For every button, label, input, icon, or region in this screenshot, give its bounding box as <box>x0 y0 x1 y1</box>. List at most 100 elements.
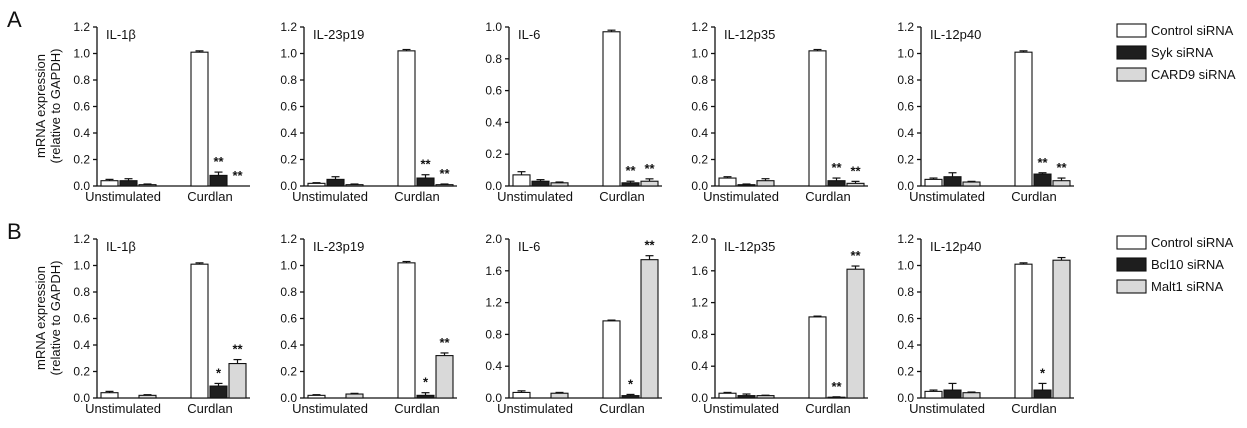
bar-card9-sirna <box>550 182 569 187</box>
y-tick-label: 1.2 <box>897 232 914 246</box>
significance-label: ** <box>439 166 450 181</box>
bar-control-sirna <box>397 50 416 187</box>
y-tick-label: 0.8 <box>691 327 708 341</box>
y-tick-label: 0.0 <box>280 179 297 193</box>
significance-label: ** <box>439 335 450 350</box>
bar-card9-sirna <box>756 180 775 187</box>
bar-control-sirna <box>307 394 326 399</box>
chart-title: IL-12p35 <box>724 27 775 42</box>
category-label: Unstimulated <box>497 189 573 204</box>
significance-label: ** <box>644 238 655 253</box>
y-tick-label: 0.0 <box>280 391 297 405</box>
y-axis-title: mRNA expression(relative to GAPDH) <box>33 261 63 376</box>
bar-malt1-sirna <box>1052 259 1071 399</box>
y-tick-label: 0.8 <box>897 73 914 87</box>
y-tick-label: 1.2 <box>73 20 90 34</box>
legend-label: Bcl10 siRNA <box>1151 257 1224 272</box>
category-label: Unstimulated <box>909 189 985 204</box>
legend-label: CARD9 siRNA <box>1151 67 1236 82</box>
bar-bcl10-sirna <box>416 394 435 399</box>
bar-bcl10-sirna <box>737 395 756 399</box>
category-label: Curdlan <box>1011 401 1057 416</box>
chart-title: IL-1β <box>106 27 136 42</box>
y-tick-label: 0.8 <box>485 327 502 341</box>
chart-title: IL-6 <box>518 27 540 42</box>
significance-label: ** <box>644 161 655 176</box>
y-tick-label: 1.0 <box>280 47 297 61</box>
bar-control-sirna <box>1014 263 1033 399</box>
legend-swatch <box>1116 235 1147 250</box>
bar-control-sirna <box>100 392 119 399</box>
y-tick-label: 0.8 <box>691 73 708 87</box>
significance-label: ** <box>213 154 224 169</box>
significance-label: * <box>1040 365 1046 380</box>
significance-label: ** <box>831 160 842 175</box>
bar-malt1-sirna <box>640 259 659 399</box>
legend-b: Control siRNA Bcl10 siRNA Malt1 siRNA <box>1116 235 1234 294</box>
y-tick-label: 0.0 <box>73 391 90 405</box>
y-tick-label: 0.0 <box>485 391 502 405</box>
bar-bcl10-sirna <box>943 389 962 399</box>
y-tick-label: 0.6 <box>73 100 90 114</box>
significance-label: ** <box>232 342 243 357</box>
y-tick-label: 0.4 <box>280 338 297 352</box>
bar-malt1-sirna <box>756 395 775 399</box>
category-label: Unstimulated <box>292 401 368 416</box>
bar-chart-A-3: 0.0 0.2 0.4 0.6 0.8 1.0 IL-6 Unstimulated ** ** Cu… <box>485 20 662 204</box>
bar-control-sirna <box>1014 51 1033 187</box>
y-tick-label: 0.4 <box>73 338 90 352</box>
category-label: Curdlan <box>805 401 851 416</box>
category-label: Unstimulated <box>909 401 985 416</box>
y-axis-title-line1: mRNA expression <box>33 266 48 370</box>
y-tick-label: 1.0 <box>73 259 90 273</box>
bar-syk-sirna <box>416 177 435 187</box>
bar-malt1-sirna <box>228 362 247 399</box>
bar-chart-B-5: 0.0 0.2 0.4 0.6 0.8 1.0 1.2 IL-12p40 Unstimulate… <box>897 232 1074 416</box>
category-label: Unstimulated <box>85 401 161 416</box>
category-label: Curdlan <box>187 401 233 416</box>
y-tick-label: 0.6 <box>485 84 502 98</box>
bar-syk-sirna <box>209 174 228 187</box>
category-label: Curdlan <box>599 401 645 416</box>
y-tick-label: 1.2 <box>73 232 90 246</box>
y-tick-label: 1.0 <box>485 20 502 34</box>
y-tick-label: 0.8 <box>897 285 914 299</box>
bar-syk-sirna <box>531 180 550 187</box>
y-tick-label: 1.6 <box>691 264 708 278</box>
y-tick-label: 0.2 <box>73 153 90 167</box>
bar-chart-B-3: 0.00.40.81.21.62.0 IL-6Unstimulated***Cur… <box>485 232 662 416</box>
y-tick-label: 0.2 <box>691 153 708 167</box>
category-label: Unstimulated <box>497 401 573 416</box>
legend-swatch <box>1116 279 1147 294</box>
y-tick-label: 1.2 <box>280 20 297 34</box>
significance-label: ** <box>625 163 636 178</box>
y-tick-label: 0.8 <box>485 52 502 66</box>
significance-label: ** <box>831 379 842 394</box>
category-label: Curdlan <box>599 189 645 204</box>
bar-card9-sirna <box>846 182 865 187</box>
y-tick-label: 0.4 <box>897 338 914 352</box>
bar-malt1-sirna <box>846 268 865 399</box>
y-tick-label: 0.2 <box>280 153 297 167</box>
y-tick-label: 0.6 <box>280 312 297 326</box>
category-label: Curdlan <box>394 189 440 204</box>
y-axis-title-line1: mRNA expression <box>33 54 48 158</box>
category-label: Curdlan <box>1011 189 1057 204</box>
bar-control-sirna <box>924 390 943 399</box>
y-tick-label: 0.6 <box>897 100 914 114</box>
bar-control-sirna <box>924 178 943 187</box>
bar-control-sirna <box>602 31 621 187</box>
y-tick-label: 0.8 <box>73 285 90 299</box>
bar-malt1-sirna <box>435 355 454 399</box>
legend-swatch <box>1116 67 1147 82</box>
y-tick-label: 0.0 <box>485 179 502 193</box>
bar-malt1-sirna <box>550 392 569 399</box>
y-tick-label: 0.2 <box>485 147 502 161</box>
bar-syk-sirna <box>737 184 756 187</box>
y-tick-label: 0.4 <box>280 126 297 140</box>
category-label: Unstimulated <box>703 189 779 204</box>
bar-card9-sirna <box>345 184 364 187</box>
legend-swatch <box>1116 257 1147 272</box>
bar-syk-sirna <box>119 180 138 187</box>
